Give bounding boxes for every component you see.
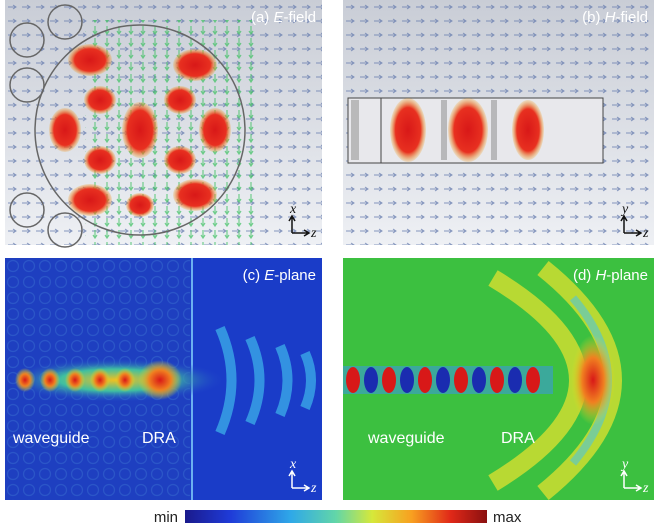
label-part: -plane xyxy=(606,267,648,284)
label-part: -field xyxy=(615,9,648,26)
annotation: DRA xyxy=(142,430,176,447)
axis-label: x xyxy=(289,202,297,217)
axis-label: y xyxy=(620,202,629,217)
beam-lobe xyxy=(382,367,396,393)
axis-label: z xyxy=(310,481,317,496)
label-part: (a) xyxy=(251,9,274,26)
panel-a xyxy=(5,0,322,247)
panel-label: (a) E-field xyxy=(251,9,316,26)
beam-lobe xyxy=(490,367,504,393)
colorbar-min: min xyxy=(154,509,178,526)
label-part: -plane xyxy=(274,267,316,284)
beam-lobe xyxy=(346,367,360,393)
panel-label: (c) E-plane xyxy=(243,267,316,284)
colorbar-max: max xyxy=(493,509,522,526)
axis-label: z xyxy=(310,226,317,241)
annotation: waveguide xyxy=(367,430,445,447)
axis-label: z xyxy=(642,226,649,241)
beam-lobe xyxy=(436,367,450,393)
beam-lobe xyxy=(526,367,540,393)
beam-lobe xyxy=(418,367,432,393)
colorbar xyxy=(185,510,487,523)
figure: min max (a) E-fieldxz(b) H-fieldyz(c) E-… xyxy=(0,0,659,531)
label-part: (d) xyxy=(573,267,596,284)
beam-lobe xyxy=(364,367,378,393)
label-part: -field xyxy=(283,9,316,26)
panel-d xyxy=(343,258,654,500)
panel-label: (d) H-plane xyxy=(573,267,648,284)
label-part: H xyxy=(605,9,616,26)
panel-label: (b) H-field xyxy=(582,9,648,26)
axis-label: z xyxy=(642,481,649,496)
label-part: (c) xyxy=(243,267,265,284)
axis-label: y xyxy=(620,457,629,472)
axis-label: x xyxy=(289,457,297,472)
beam-lobe xyxy=(400,367,414,393)
annotation: waveguide xyxy=(12,430,90,447)
label-part: (b) xyxy=(582,9,605,26)
beam-lobe xyxy=(454,367,468,393)
panel-b xyxy=(343,0,654,245)
annotation: DRA xyxy=(501,430,535,447)
panel-c xyxy=(5,258,322,500)
beam-lobe xyxy=(508,367,522,393)
beam-lobe xyxy=(472,367,486,393)
label-part: H xyxy=(595,267,606,284)
